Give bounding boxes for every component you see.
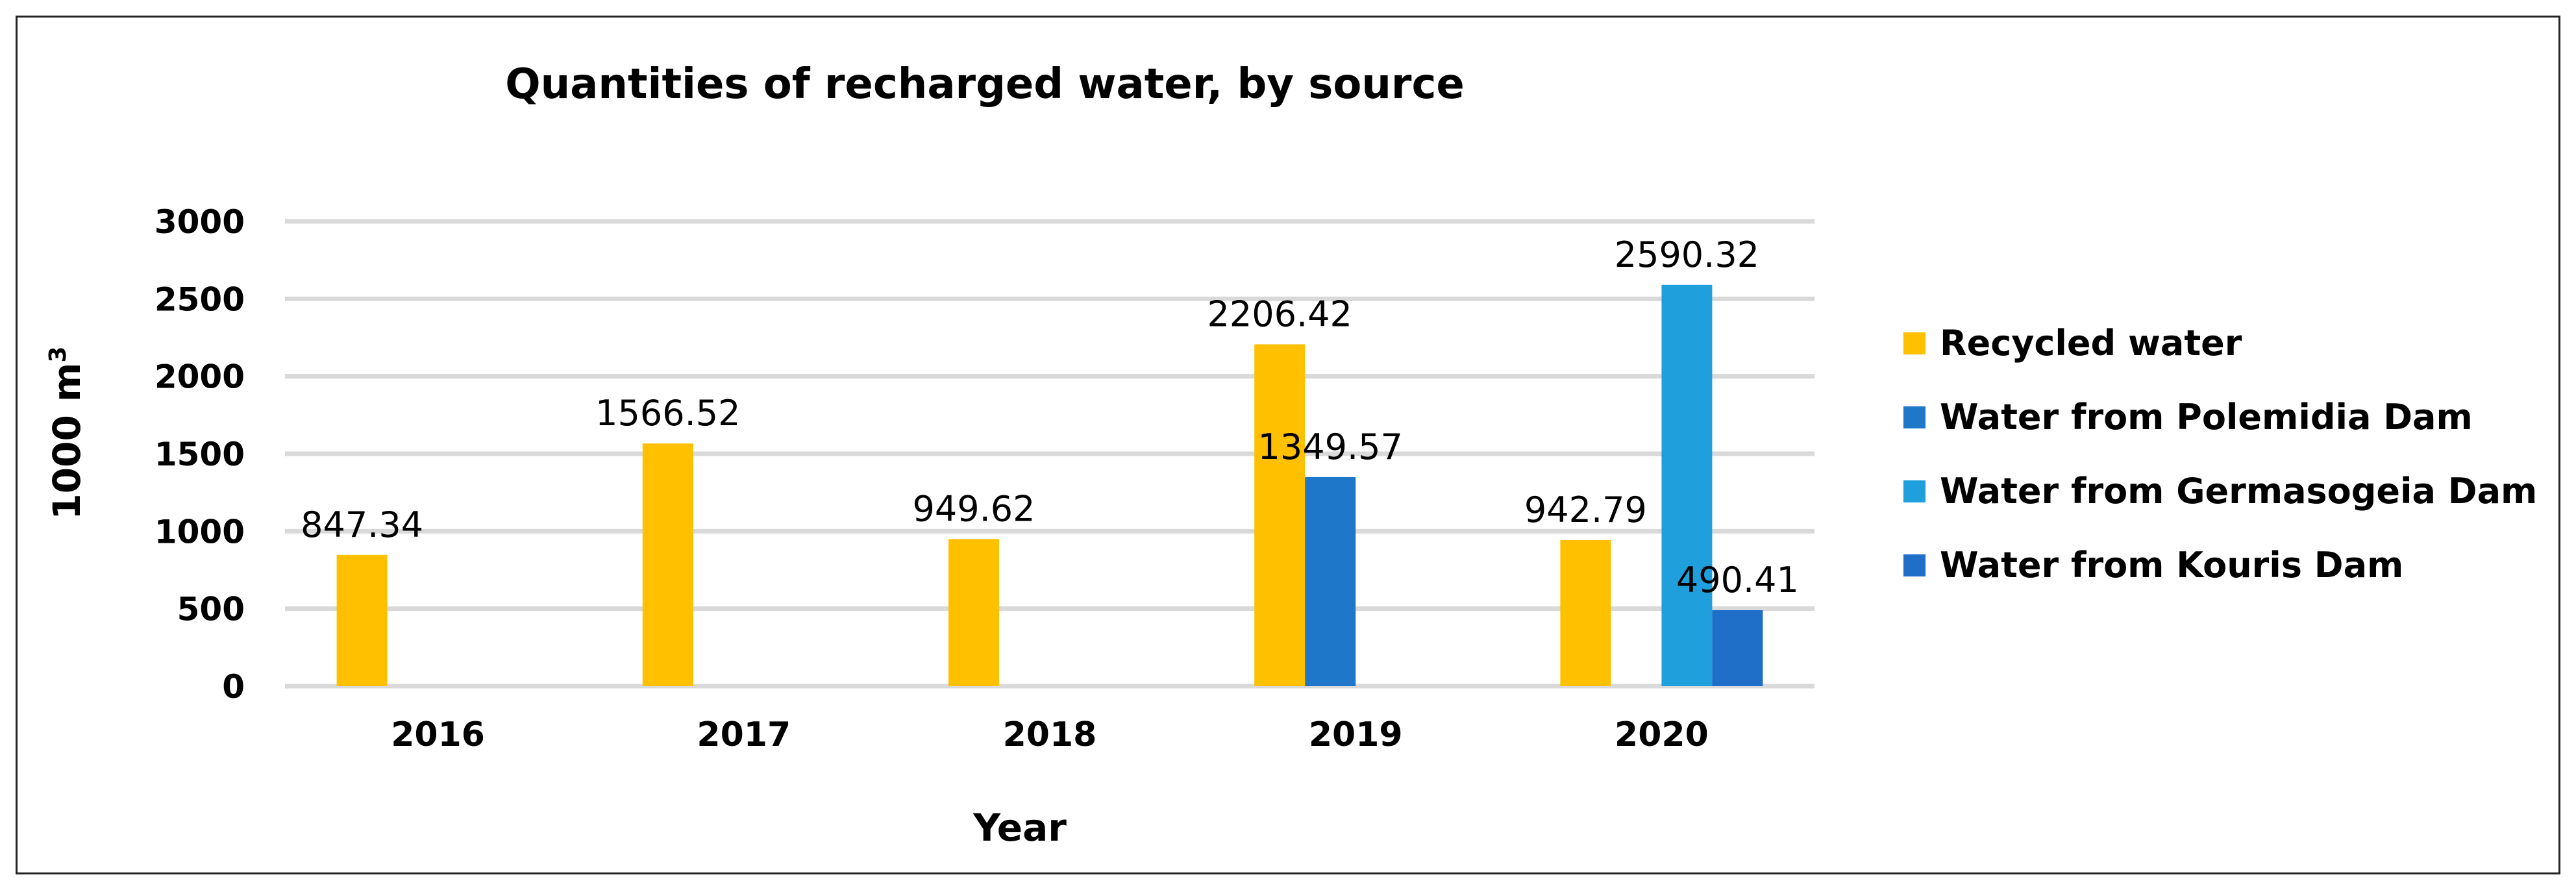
bars bbox=[336, 284, 1763, 686]
legend-label: Water from Germasogeia Dam bbox=[1940, 471, 2537, 512]
data-label: 490.41 bbox=[1676, 560, 1799, 600]
y-axis-ticks: 0 500 1000 1500 2000 2500 3000 bbox=[155, 203, 245, 706]
chart: Quantities of recharged water, by source… bbox=[45, 60, 2537, 850]
x-tick-label: 2017 bbox=[697, 715, 791, 754]
chart-frame: Quantities of recharged water, by source… bbox=[16, 16, 2560, 874]
legend: Recycled water Water from Polemidia Dam Wa… bbox=[1903, 323, 2537, 586]
bar bbox=[642, 443, 693, 686]
y-tick-label: 3000 bbox=[155, 203, 245, 241]
x-tick-label: 2020 bbox=[1615, 715, 1709, 754]
data-labels: 847.34 1566.52 949.62 2206.42 1349.57 942.79 2… bbox=[301, 234, 1799, 600]
y-tick-label: 0 bbox=[222, 668, 245, 706]
x-axis-ticks: 2016 2017 2018 2019 2020 bbox=[391, 715, 1709, 754]
gridlines bbox=[285, 219, 1814, 689]
bar bbox=[1254, 344, 1306, 686]
y-tick-label: 1500 bbox=[155, 436, 245, 473]
y-axis-label-main: 1000 m bbox=[45, 363, 89, 520]
y-tick-label: 1000 bbox=[155, 513, 245, 550]
y-tick-label: 2000 bbox=[155, 358, 245, 396]
y-tick-label: 2500 bbox=[155, 280, 245, 318]
chart-title: Quantities of recharged water, by source bbox=[505, 60, 1465, 108]
bar bbox=[1560, 539, 1611, 686]
x-tick-label: 2016 bbox=[391, 715, 485, 754]
bar bbox=[1305, 476, 1356, 686]
legend-swatch bbox=[1903, 480, 1926, 502]
data-label: 949.62 bbox=[913, 488, 1035, 529]
legend-swatch bbox=[1903, 332, 1926, 354]
y-axis-label-superscript: 3 bbox=[45, 346, 71, 362]
legend-label: Recycled water bbox=[1940, 323, 2242, 364]
legend-label: Water from Kouris Dam bbox=[1940, 545, 2403, 586]
data-label: 942.79 bbox=[1524, 489, 1647, 530]
bar bbox=[1712, 610, 1763, 686]
legend-label: Water from Polemidia Dam bbox=[1940, 397, 2473, 438]
data-label: 847.34 bbox=[301, 504, 423, 545]
x-tick-label: 2018 bbox=[1003, 715, 1097, 754]
y-tick-label: 500 bbox=[177, 591, 245, 628]
bar bbox=[948, 539, 999, 686]
data-label: 2206.42 bbox=[1208, 293, 1352, 334]
bar bbox=[336, 554, 388, 686]
data-label: 1349.57 bbox=[1258, 426, 1403, 467]
legend-swatch bbox=[1903, 554, 1926, 576]
legend-swatch bbox=[1903, 406, 1926, 428]
x-axis-label: Year bbox=[972, 806, 1067, 850]
y-axis-label: 1000 m3 bbox=[45, 346, 89, 519]
x-tick-label: 2019 bbox=[1309, 715, 1403, 754]
data-label: 1566.52 bbox=[595, 393, 740, 434]
bar bbox=[1661, 284, 1713, 686]
data-label: 2590.32 bbox=[1615, 234, 1759, 275]
